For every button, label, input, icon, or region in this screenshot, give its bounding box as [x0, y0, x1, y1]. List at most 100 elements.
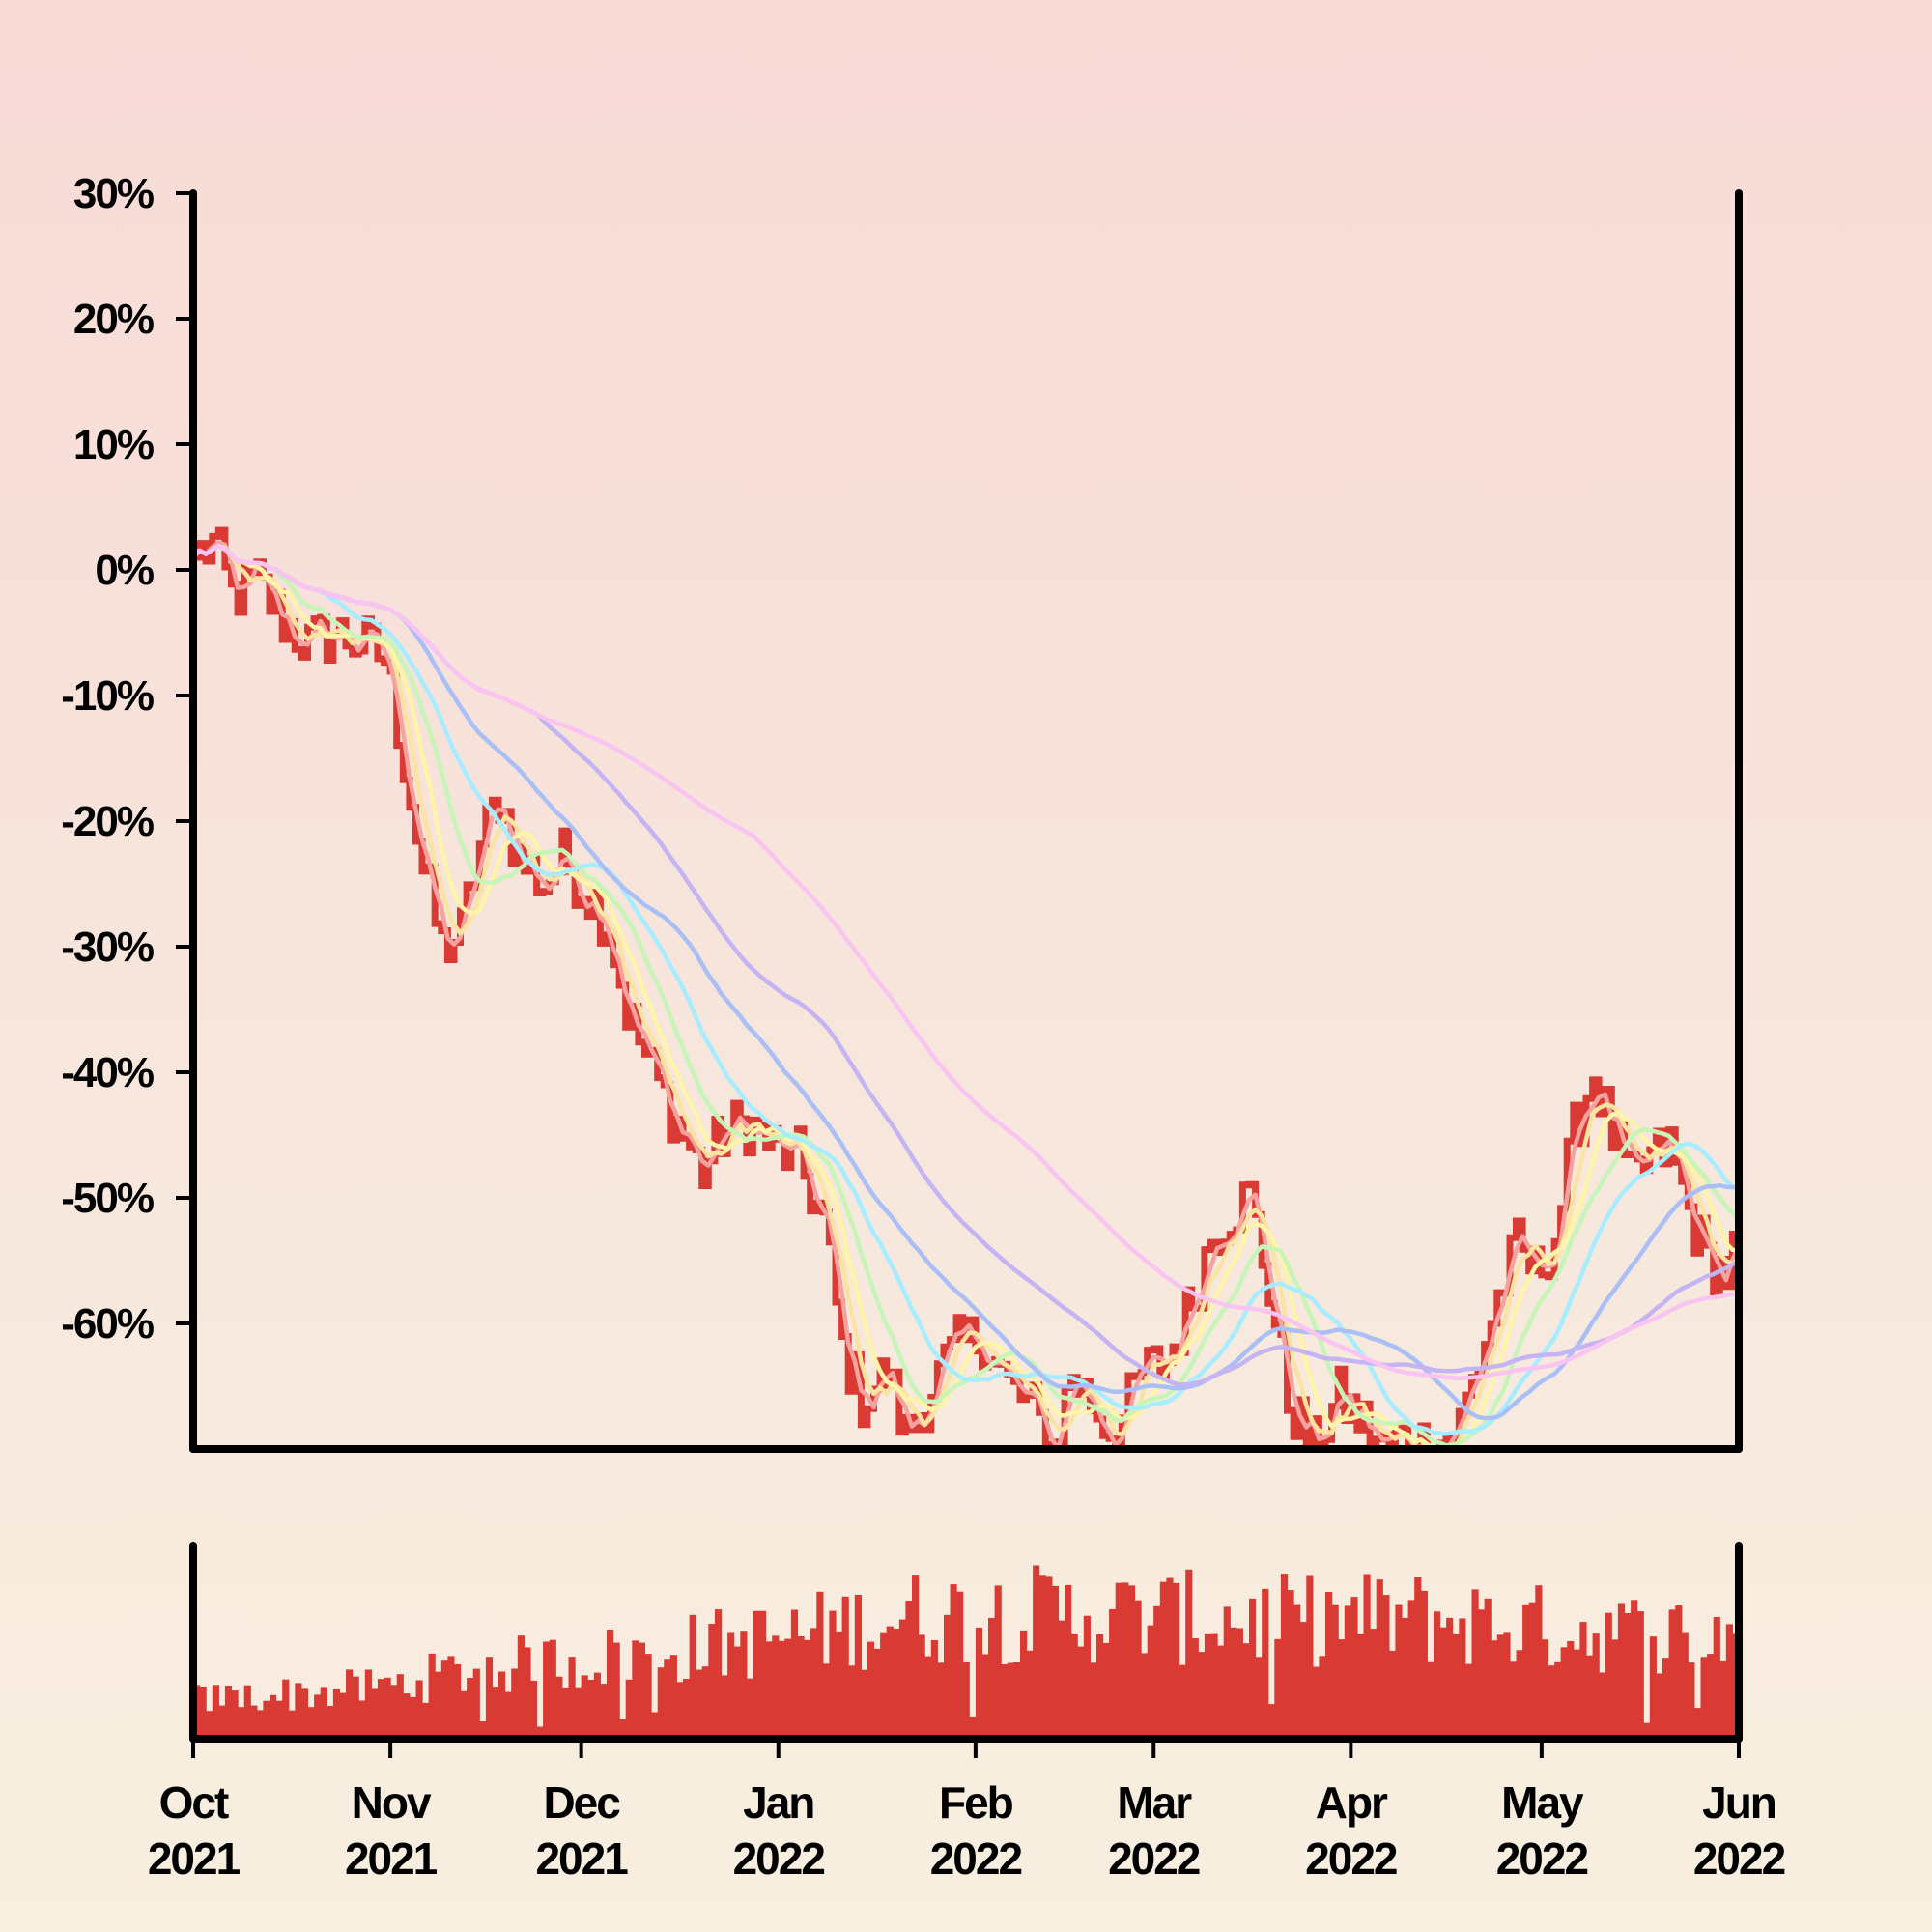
volume-bar	[924, 1656, 932, 1739]
volume-bar	[288, 1710, 296, 1739]
x-tick-month: Feb	[939, 1777, 1013, 1828]
volume-bar	[339, 1692, 347, 1739]
y-tick-label: -50%	[61, 1175, 154, 1222]
volume-bar	[1185, 1569, 1193, 1739]
volume-bar	[454, 1664, 462, 1739]
volume-bar	[1325, 1592, 1333, 1739]
volume-bar	[893, 1629, 900, 1739]
volume-bar	[1166, 1577, 1174, 1739]
volume-bar	[1631, 1600, 1638, 1739]
volume-bar	[683, 1679, 691, 1739]
volume-bar	[944, 1614, 952, 1739]
volume-bar	[593, 1672, 601, 1739]
volume-bar	[1173, 1582, 1180, 1739]
volume-bar	[1560, 1647, 1568, 1739]
volume-bar	[867, 1641, 875, 1739]
volume-bar	[1350, 1597, 1358, 1739]
volume-bar	[1681, 1632, 1689, 1739]
volume-bar	[651, 1712, 659, 1739]
volume-bar	[384, 1677, 391, 1739]
x-tick-month: Oct	[159, 1777, 229, 1828]
volume-bar	[1395, 1604, 1403, 1739]
moving-average-line-3	[193, 540, 1739, 1449]
x-tick-label: Mar 2022	[1108, 1777, 1200, 1884]
volume-bar	[300, 1688, 309, 1739]
volume-bar	[1592, 1633, 1600, 1739]
x-tick-month: Apr	[1316, 1777, 1388, 1828]
volume-bar	[1478, 1609, 1486, 1739]
volume-bar	[841, 1596, 849, 1739]
volume-bar	[568, 1657, 576, 1739]
volume-bar	[218, 1705, 226, 1739]
volume-bar	[1287, 1590, 1294, 1739]
volume-bar	[1586, 1655, 1594, 1739]
volume-bar	[1344, 1605, 1351, 1739]
volume-bar	[1668, 1609, 1676, 1739]
volume-bar	[740, 1631, 748, 1739]
x-tick-year: 2021	[535, 1833, 628, 1884]
volume-bar	[1083, 1615, 1091, 1739]
volume-bar	[1338, 1639, 1346, 1739]
x-tick-year: 2021	[345, 1833, 438, 1884]
volume-bar	[701, 1666, 709, 1739]
volume-bar	[1217, 1645, 1225, 1739]
x-tick-label: Jan 2022	[733, 1777, 825, 1884]
volume-bar	[1452, 1634, 1460, 1739]
volume-bar	[1541, 1639, 1549, 1739]
volume-bar	[625, 1679, 633, 1739]
volume-bar	[765, 1641, 773, 1739]
volume-bar	[778, 1640, 785, 1739]
volume-bar	[1484, 1598, 1492, 1739]
volume-bar	[1522, 1604, 1530, 1739]
volume-bar	[848, 1665, 856, 1739]
x-tick-label: Jun 2022	[1693, 1777, 1785, 1884]
volume-bar	[1077, 1646, 1085, 1739]
volume-bar	[746, 1678, 753, 1739]
volume-bar	[561, 1687, 570, 1739]
volume-bar	[1236, 1628, 1243, 1739]
x-tick-label: Oct 2021	[148, 1777, 241, 1884]
volume-bar	[472, 1668, 480, 1739]
volume-bar	[275, 1700, 283, 1739]
volume-bar	[1242, 1643, 1250, 1739]
volume-bar	[1376, 1579, 1383, 1739]
volume-bar	[1013, 1662, 1021, 1739]
y-tick-label: -60%	[61, 1300, 154, 1348]
volume-bar	[1102, 1642, 1110, 1739]
x-tick-year: 2022	[733, 1833, 825, 1884]
volume-bar	[1134, 1600, 1142, 1739]
volume-bar	[1402, 1617, 1409, 1739]
x-tick-month: Jan	[743, 1777, 813, 1828]
volume-bar	[1033, 1565, 1040, 1739]
volume-bar	[314, 1694, 322, 1739]
volume-bar	[1249, 1598, 1257, 1739]
volume-bar	[587, 1680, 595, 1739]
volume-bar	[1293, 1604, 1301, 1739]
volume-bar	[1491, 1640, 1498, 1739]
volume-bar	[1675, 1605, 1683, 1739]
volume-bar	[1420, 1590, 1428, 1739]
volume-bar	[511, 1668, 519, 1739]
volume-bar	[1713, 1617, 1720, 1739]
volume-bar	[1051, 1585, 1060, 1739]
volume-bar	[256, 1710, 264, 1739]
volume-bar	[962, 1661, 970, 1739]
volume-bar	[467, 1678, 474, 1739]
volume-bar	[988, 1618, 996, 1739]
volume-bar	[1662, 1658, 1670, 1739]
volume-bar	[409, 1696, 417, 1739]
volume-bar	[1656, 1673, 1663, 1739]
y-tick-label: -20%	[61, 798, 154, 845]
volume-bar	[886, 1626, 894, 1739]
volume-bar	[1127, 1585, 1136, 1739]
volume-bar	[1719, 1660, 1727, 1739]
x-tick-label: Dec 2021	[535, 1777, 628, 1884]
moving-average-line-5	[193, 543, 1739, 1449]
volume-bar	[358, 1700, 366, 1739]
volume-bar	[1636, 1611, 1644, 1739]
y-tick-label: 20%	[73, 296, 154, 343]
volume-bar	[1605, 1612, 1612, 1739]
volume-bar	[320, 1687, 327, 1739]
volume-bar	[969, 1716, 977, 1739]
x-tick-year: 2022	[1496, 1833, 1588, 1884]
